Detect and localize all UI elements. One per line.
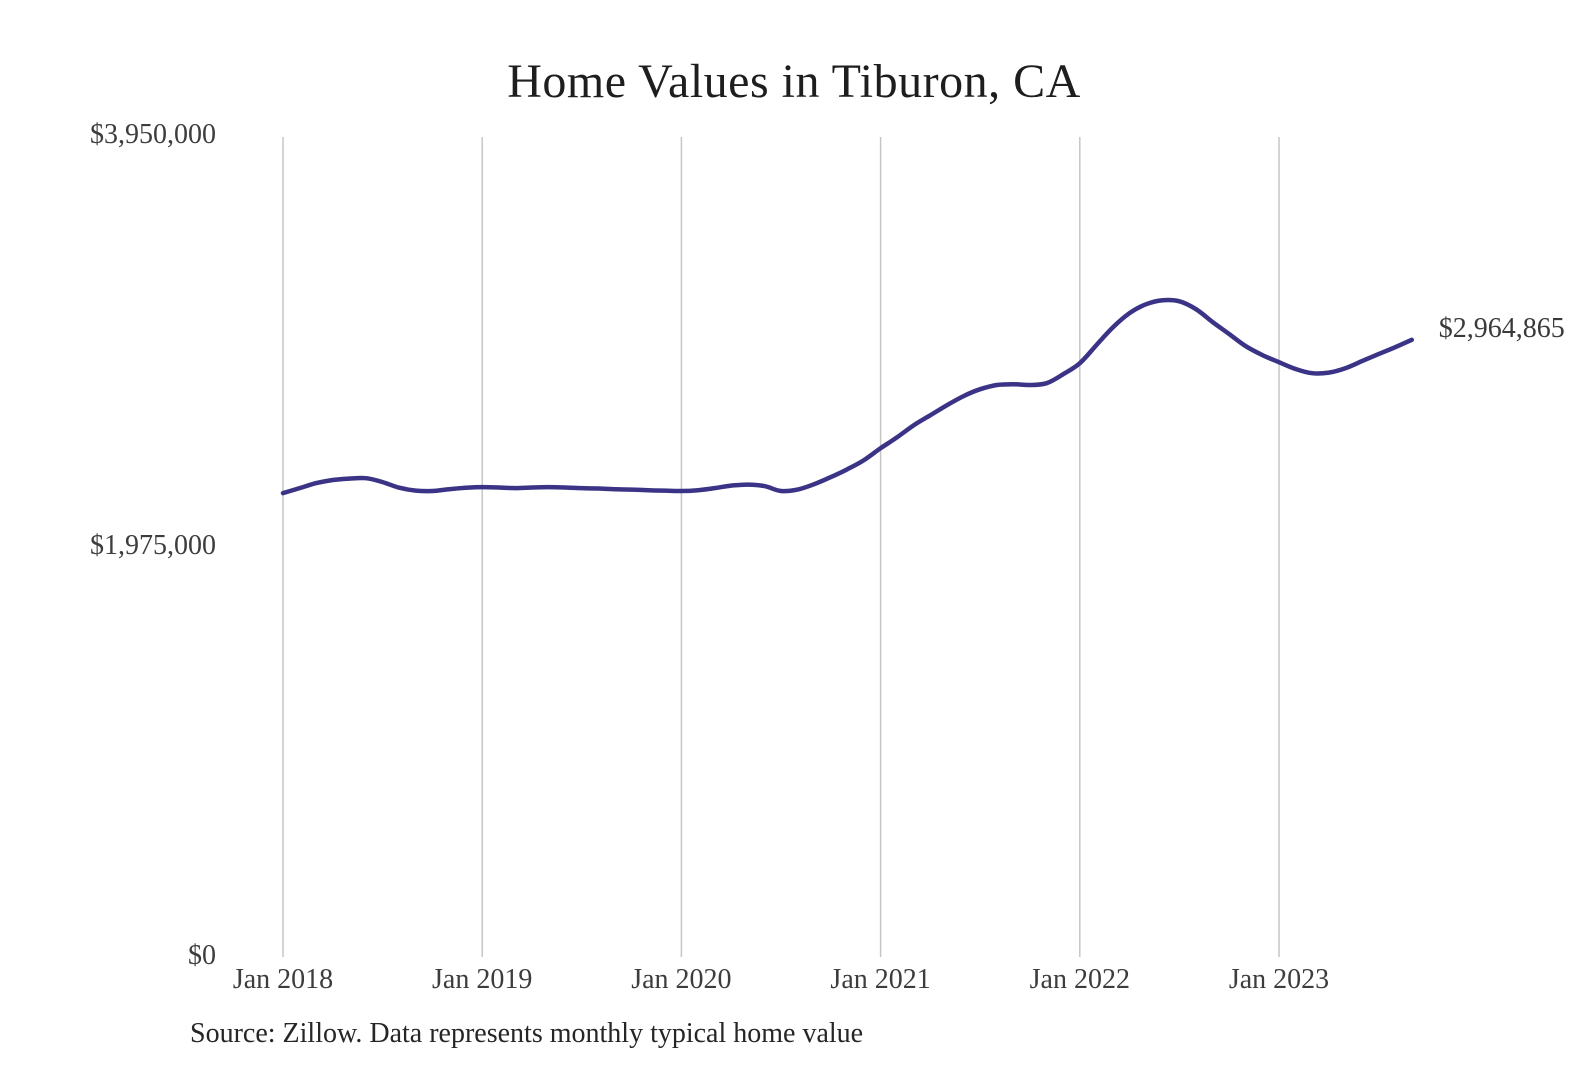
chart-title: Home Values in Tiburon, CA [507, 55, 1081, 108]
y-tick-label: $3,950,000 [90, 119, 216, 150]
x-tick-label: Jan 2020 [631, 964, 732, 995]
x-tick-label: Jan 2021 [830, 964, 931, 995]
source-note: Source: Zillow. Data represents monthly … [190, 1018, 864, 1049]
gridline-group [282, 137, 1280, 957]
home-value-line-series [280, 297, 1415, 496]
x-tick-label: Jan 2022 [1029, 964, 1130, 995]
x-tick-label: Jan 2023 [1228, 964, 1330, 995]
latest-value-label: $2,964,865 [1438, 312, 1565, 344]
y-tick-label: $1,975,000 [90, 529, 216, 561]
x-tick-label: Jan 2018 [232, 964, 334, 995]
x-tick-label: Jan 2019 [432, 964, 533, 995]
y-tick-label: $0 [188, 940, 216, 971]
